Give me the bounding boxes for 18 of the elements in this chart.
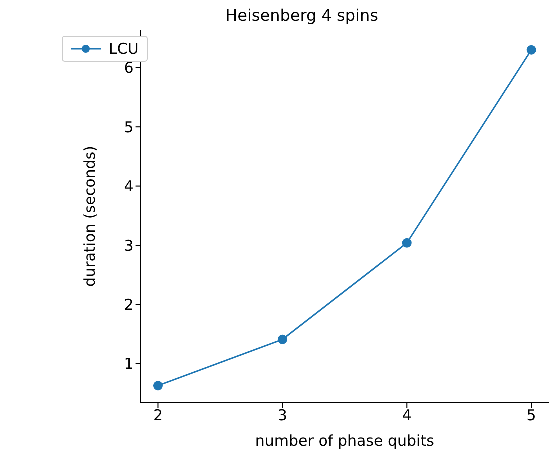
x-tick-label: 3 [278, 406, 288, 425]
x-tick-label: 5 [526, 406, 536, 425]
y-tick-label: 4 [124, 178, 134, 196]
x-tick-label: 4 [402, 406, 412, 425]
y-tick-label: 6 [124, 59, 134, 78]
y-axis-title: duration (seconds) [81, 146, 100, 287]
y-tick-label: 3 [124, 236, 134, 255]
point [278, 334, 288, 344]
y-tick-label: 5 [124, 118, 134, 136]
x-tick-label: 2 [153, 406, 164, 425]
y-tick-label: 1 [124, 355, 134, 374]
point [153, 381, 163, 391]
y-tick-label: 2 [124, 296, 134, 314]
point [402, 238, 412, 248]
point [526, 45, 536, 55]
x-axis-title: number of phase qubits [255, 432, 435, 450]
chart-title: Heisenberg 4 spins [224, 6, 380, 25]
legend-label: LCU [109, 40, 139, 58]
